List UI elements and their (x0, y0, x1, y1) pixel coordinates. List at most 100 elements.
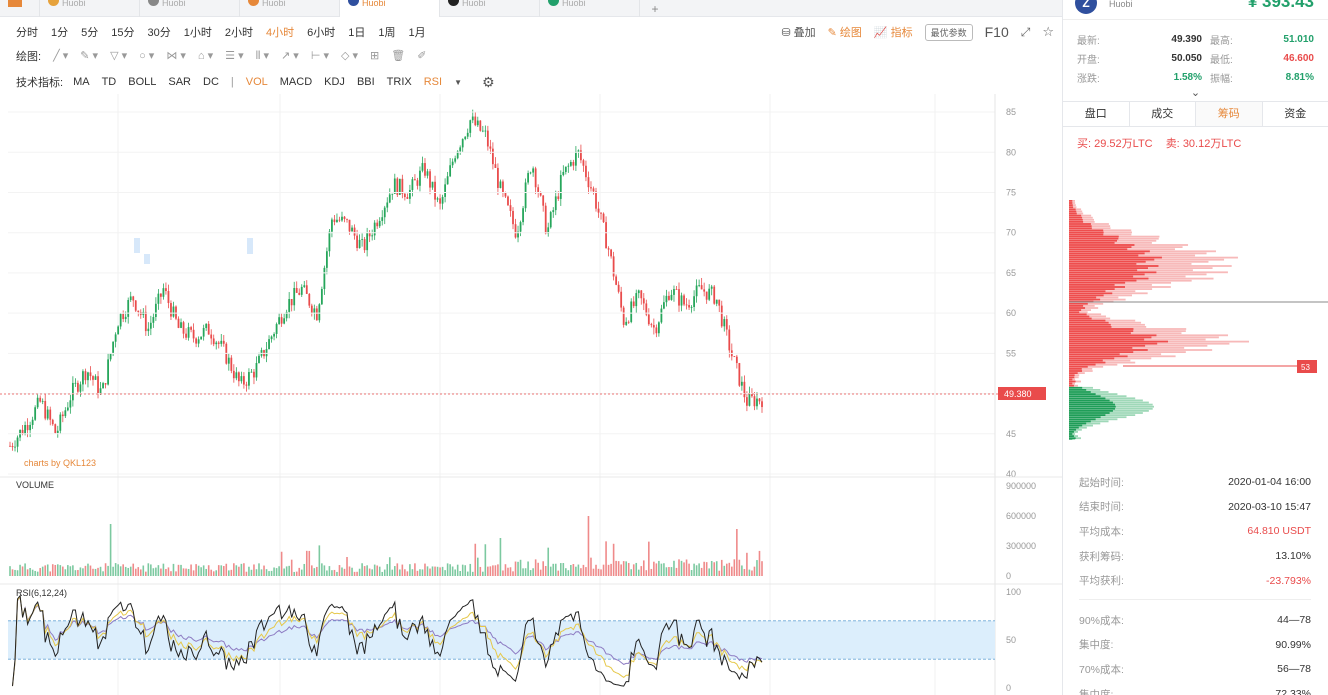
drawing-tool-icon[interactable]: ▽ ▾ (110, 50, 128, 62)
candle-body (728, 329, 731, 351)
indicators-button[interactable]: 📈 指标 (874, 24, 913, 40)
side-tab[interactable]: 筹码 (1196, 102, 1263, 126)
indicator-option[interactable]: BOLL (128, 76, 157, 88)
indicator-option[interactable]: TRIX (386, 76, 412, 88)
volume-bar (331, 570, 333, 576)
indicator-option[interactable]: MA (73, 76, 90, 88)
drawing-tool-icon[interactable]: ⊞ (370, 50, 380, 62)
optimize-params-button[interactable]: 最优参数 (924, 23, 973, 41)
drawing-tool-icon[interactable]: ◇ ▾ (341, 50, 359, 62)
chart-tab[interactable]: Huobi (340, 0, 440, 17)
volume-bar (278, 566, 280, 576)
volume-bar (720, 559, 723, 576)
chip-bar (1069, 237, 1119, 240)
candle-body (567, 165, 570, 167)
volume-bar (275, 568, 278, 576)
volume-bar (406, 571, 409, 576)
interval-option[interactable]: 分时 (16, 27, 38, 39)
draw-button[interactable]: ✎ 绘图 (828, 24, 862, 40)
candle-body (39, 397, 42, 402)
more-indicators-dropdown-icon[interactable]: ▼ (454, 77, 462, 87)
candle-body (466, 132, 469, 137)
drawing-tool-icon[interactable]: ↗ ▾ (281, 50, 299, 62)
chart-tab-label: Huobi (462, 0, 486, 8)
indicator-option[interactable]: DC (203, 76, 219, 88)
overlay-button[interactable]: ⛁ 叠加 (781, 24, 815, 40)
drawing-tool-icon[interactable]: ⦀ ▾ (255, 50, 270, 62)
volume-bar (293, 571, 296, 576)
volume-bar (170, 571, 172, 576)
interval-option[interactable]: 5分 (81, 27, 99, 39)
interval-option[interactable]: 15分 (111, 27, 135, 39)
volume-bar (145, 571, 147, 576)
candle-body (527, 173, 530, 183)
interval-option[interactable]: 1小时 (183, 27, 212, 39)
logo-tab[interactable] (0, 0, 40, 17)
side-tab[interactable]: 盘口 (1063, 102, 1130, 126)
candle-body (386, 202, 389, 208)
candle-body (376, 222, 379, 227)
side-tabs: 盘口 成交 筹码 资金 (1063, 101, 1328, 127)
candle-body (331, 219, 333, 232)
indicator-option[interactable]: RSI (423, 76, 443, 88)
candle-body (137, 310, 140, 313)
chart-tab[interactable]: Huobi (440, 0, 540, 17)
main-chart[interactable]: 85 80 75 70 65 60 55 50 45 40 900000 600000 300000 0… (0, 94, 1062, 695)
drawing-tool-icon[interactable]: ⊢ ▾ (310, 50, 329, 62)
drawing-tool-icon[interactable]: ☰ ▾ (225, 50, 244, 62)
drawing-tool-icon[interactable]: ✐ (417, 50, 427, 62)
fullscreen-icon[interactable]: ⤢ (1020, 24, 1031, 39)
info-value: 2020-03-10 15:47 (1228, 500, 1311, 513)
indicator-option[interactable]: BBI (356, 76, 375, 88)
volume-bar (36, 571, 39, 576)
candle-body (288, 299, 291, 312)
drawing-tool-icon[interactable]: 🗑 (391, 50, 406, 62)
volume-bar (572, 564, 575, 576)
volume-bar (595, 564, 597, 576)
drawing-tool-icon[interactable]: ✎ ▾ (80, 50, 99, 62)
volume-bar (341, 567, 343, 576)
chart-tab[interactable]: Huobi (540, 0, 640, 17)
interval-option[interactable]: 4小时 (266, 27, 295, 39)
volume-bar (195, 564, 197, 576)
interval-option[interactable]: 30分 (147, 27, 171, 39)
candle-body (454, 158, 457, 162)
indicator-option[interactable]: TD (101, 76, 117, 88)
drawing-tool-icon[interactable]: ⌂ ▾ (197, 50, 214, 62)
f10-button[interactable]: F10 (984, 24, 1009, 40)
drawing-tool-icon[interactable]: ⋈ ▾ (166, 50, 186, 62)
chart-tab[interactable]: Huobi (240, 0, 340, 17)
star-icon[interactable]: ☆ (1042, 24, 1054, 39)
volume-bar (152, 568, 155, 576)
interval-option[interactable]: 1日 (348, 27, 366, 39)
chart-tab[interactable]: Huobi (140, 0, 240, 17)
interval-option[interactable]: 2小时 (224, 27, 253, 39)
expand-chevron-icon[interactable]: ⌄ (1190, 87, 1201, 99)
drawing-tool-icon[interactable]: ╱ ▾ (53, 50, 69, 62)
candle-body (82, 371, 84, 385)
add-tab-button[interactable]: + (651, 1, 659, 16)
interval-option[interactable]: 6小时 (307, 27, 336, 39)
indicator-option[interactable]: VOL (245, 76, 268, 88)
interval-option[interactable]: 1月 (408, 27, 426, 39)
settings-gear-icon[interactable]: ⚙ (482, 73, 495, 90)
indicator-option[interactable]: KDJ (324, 76, 345, 88)
candle-body (547, 227, 550, 234)
chip-bar (1069, 281, 1126, 284)
drawing-tool-icon[interactable]: ○ ▾ (139, 50, 155, 62)
stat-key: 最新: (1077, 36, 1100, 47)
volume-bar (394, 566, 396, 576)
indicator-option[interactable]: SAR (168, 76, 191, 88)
chip-bar (1069, 422, 1087, 425)
side-tab[interactable]: 资金 (1284, 108, 1307, 120)
candle-body (280, 317, 283, 324)
candle-body (71, 382, 74, 401)
interval-option[interactable]: 1分 (51, 27, 69, 39)
rsi-pane-label: RSI(6,12,24) (16, 588, 67, 598)
volume-bar (547, 547, 550, 576)
side-tab[interactable]: 成交 (1130, 102, 1196, 126)
chart-tab[interactable]: Huobi (40, 0, 140, 17)
indicator-option[interactable]: MACD (279, 76, 313, 88)
interval-option[interactable]: 1周 (378, 27, 396, 39)
